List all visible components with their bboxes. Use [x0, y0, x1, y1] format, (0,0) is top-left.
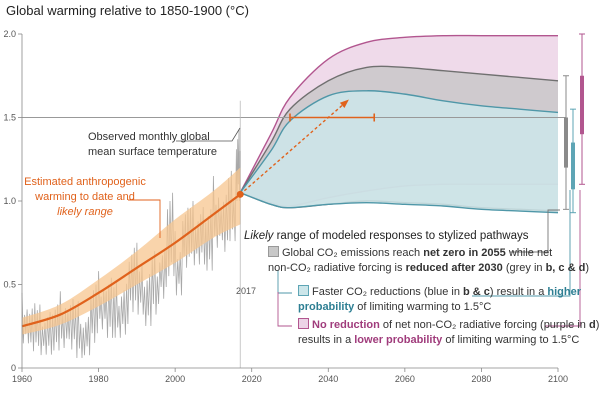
- purple-side-box: [580, 75, 584, 135]
- bold-text: b & c: [463, 286, 490, 298]
- x-tick-label: 2060: [395, 374, 415, 384]
- text: Global CO₂ emissions reach: [282, 247, 424, 259]
- grey-legend: Global CO₂ emissions reach net zero in 2…: [268, 246, 589, 276]
- pathway-bands: [239, 34, 559, 214]
- observed-label-line: mean surface temperature: [88, 146, 218, 158]
- estimated-connector: [128, 199, 161, 238]
- purple-connector-right: [545, 190, 581, 327]
- blue-swatch: [298, 285, 309, 296]
- grey-side-box: [564, 117, 568, 168]
- bold-text: b, c & d: [545, 262, 586, 274]
- text: ): [595, 319, 600, 331]
- text: results in a: [298, 334, 355, 346]
- purple-legend-line-2: results in a lower probability of limiti…: [298, 333, 599, 348]
- likely-range-heading: Likely range of modeled responses to sty…: [244, 229, 528, 244]
- estimated-label-italic: likely range: [57, 206, 113, 218]
- blue-pathway-upper: [239, 90, 559, 194]
- likely-rest: range of modeled responses to stylized p…: [273, 230, 529, 242]
- y-tick-label: 1.5: [3, 113, 16, 123]
- bold-text: higher: [547, 286, 581, 298]
- purple-connector-left: [277, 292, 292, 327]
- grey-connector: [510, 209, 560, 253]
- text: ): [585, 262, 589, 274]
- estimated-label: Estimated anthropogenic warming to date …: [10, 175, 160, 220]
- estimated-label-line: likely range: [10, 205, 160, 220]
- bold-text: No reduction: [312, 319, 380, 331]
- legend-connectors: [128, 127, 581, 327]
- blue-pathway-band: [240, 90, 558, 213]
- purple-legend-line-1: No reduction of net non-CO₂ radiative fo…: [298, 318, 599, 333]
- bold-text: lower probability: [354, 334, 443, 346]
- chart-title: Global warming relative to 1850-1900 (°C…: [6, 3, 249, 18]
- text: of limiting warming to 1.5°C: [442, 334, 580, 346]
- y-tick-label: 0: [11, 363, 16, 373]
- observed-label: Observed monthly global mean surface tem…: [88, 130, 217, 160]
- bold-text: probability: [298, 301, 355, 313]
- y-tick-label: 0.5: [3, 280, 16, 290]
- blue-pathway-lower: [239, 191, 559, 214]
- purple-legend: No reduction of net non-CO₂ radiative fo…: [298, 318, 599, 348]
- bold-text: net zero in 2055: [423, 247, 506, 259]
- grey-legend-line-2: non-CO₂ radiative forcing is reduced aft…: [268, 261, 589, 276]
- estimated-label-line: Estimated anthropogenic: [24, 176, 146, 188]
- grey-pathway-upper: [239, 65, 559, 194]
- x-tick-label: 1980: [89, 374, 109, 384]
- x-tick-label: 2040: [318, 374, 338, 384]
- year-2017-label: 2017: [236, 286, 257, 296]
- grey-legend-line-1: Global CO₂ emissions reach net zero in 2…: [268, 246, 589, 261]
- y-tick-label: 1.0: [3, 196, 16, 206]
- bold-text: d: [588, 319, 596, 331]
- blue-legend-line-1: Faster CO₂ reductions (blue in b & c) re…: [298, 285, 581, 300]
- text: Faster CO₂ reductions (blue in: [312, 286, 463, 298]
- observed-label-line: Observed monthly global: [88, 131, 210, 143]
- blue-side-box: [571, 142, 575, 190]
- text: of net non-CO₂ radiative forcing (purple…: [379, 319, 589, 331]
- text: ) result in a: [489, 286, 548, 298]
- observed-connector: [176, 127, 241, 142]
- x-tick-label: 1960: [12, 374, 32, 384]
- x-tick-label: 2080: [471, 374, 491, 384]
- bold-text: reduced after 2030: [405, 262, 503, 274]
- grey-swatch: [268, 246, 279, 257]
- text: non-CO₂ radiative forcing is: [268, 262, 406, 274]
- side-bars: [563, 33, 585, 214]
- estimated-label-line: warming to date and: [35, 191, 135, 203]
- projection-arrow-line: [239, 100, 348, 195]
- estimated-series: [21, 99, 376, 335]
- text: (grey in: [502, 262, 546, 274]
- purple-swatch: [298, 318, 309, 329]
- estimated-likely-range: [22, 167, 241, 335]
- text: while net: [505, 247, 553, 259]
- x-tick-label: 2100: [548, 374, 568, 384]
- blue-legend-line-2: probability of limiting warming to 1.5°C: [298, 300, 581, 315]
- y-tick-label: 2.0: [3, 29, 16, 39]
- axes: 1960 1980 2000 2020 2040 2060 2080 2100 0 0.5 1.0 1…: [3, 29, 568, 384]
- blue-connector-right: [472, 190, 571, 297]
- estimated-warming-line: [21, 193, 241, 328]
- text: of limiting warming to 1.5°C: [354, 301, 492, 313]
- projection-arrow-head: [339, 99, 349, 109]
- purple-pathway-upper: [239, 34, 558, 193]
- blue-legend: Faster CO₂ reductions (blue in b & c) re…: [298, 285, 581, 315]
- likely-word: Likely: [244, 230, 274, 242]
- x-tick-label: 2020: [242, 374, 262, 384]
- x-tick-label: 2000: [165, 374, 185, 384]
